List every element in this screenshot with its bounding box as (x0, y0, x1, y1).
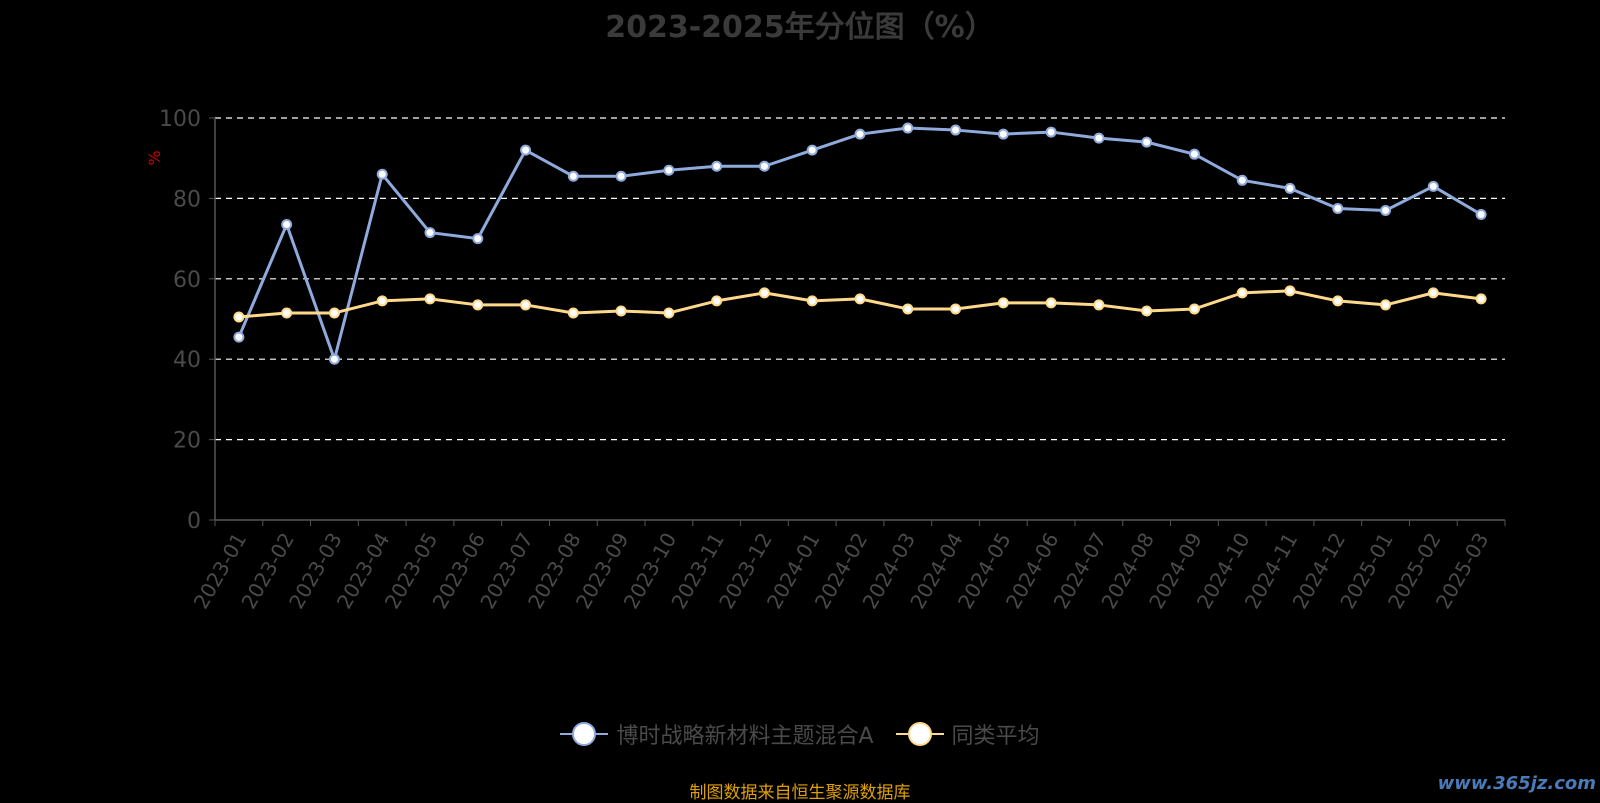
data-point-1 (1427, 287, 1439, 299)
legend-item-fund[interactable]: 博时战略新材料主题混合A (560, 718, 874, 750)
data-point-0 (233, 331, 245, 343)
data-point-0 (950, 124, 962, 136)
data-point-1 (711, 295, 723, 307)
data-point-1 (854, 293, 866, 305)
data-point-0 (902, 122, 914, 134)
data-point-0 (1093, 132, 1105, 144)
data-point-1 (1475, 293, 1487, 305)
y-tick-label: 100 (159, 107, 201, 132)
data-source-note: 制图数据来自恒生聚源数据库 (689, 783, 911, 803)
data-point-1 (1093, 299, 1105, 311)
data-point-0 (281, 219, 293, 231)
data-point-1 (1332, 295, 1344, 307)
data-point-0 (1332, 202, 1344, 214)
legend-item-average[interactable]: 同类平均 (895, 718, 1040, 750)
data-point-1 (615, 305, 627, 317)
data-point-0 (1427, 180, 1439, 192)
data-point-0 (1188, 148, 1200, 160)
data-point-0 (615, 170, 627, 182)
data-point-0 (806, 144, 818, 156)
data-point-1 (1141, 305, 1153, 317)
data-point-0 (472, 233, 484, 245)
data-point-1 (376, 295, 388, 307)
data-point-1 (1284, 285, 1296, 297)
y-axis-label: % (145, 150, 164, 165)
data-point-1 (758, 287, 770, 299)
y-tick-label: 80 (173, 187, 201, 212)
legend-label-average: 同类平均 (951, 724, 1040, 749)
y-tick-label: 40 (173, 348, 201, 373)
data-point-1 (567, 307, 579, 319)
data-point-1 (1188, 303, 1200, 315)
data-point-1 (328, 307, 340, 319)
y-tick-label: 60 (173, 268, 201, 293)
data-point-1 (663, 307, 675, 319)
series-line-0 (237, 126, 1482, 361)
data-point-1 (281, 307, 293, 319)
data-point-1 (424, 293, 436, 305)
data-point-0 (1380, 204, 1392, 216)
data-point-1 (520, 299, 532, 311)
legend-label-fund: 博时战略新材料主题混合A (616, 724, 874, 749)
data-point-0 (376, 168, 388, 180)
legend-marker-average (895, 721, 944, 747)
data-point-1 (1045, 297, 1057, 309)
data-point-0 (663, 164, 675, 176)
legend: 博时战略新材料主题混合A 同类平均 (0, 718, 1600, 750)
data-point-0 (854, 128, 866, 140)
legend-marker-fund (560, 721, 609, 747)
data-point-1 (233, 311, 245, 323)
y-tick-label: 0 (187, 509, 201, 534)
data-point-0 (1284, 182, 1296, 194)
data-point-1 (950, 303, 962, 315)
data-point-1 (472, 299, 484, 311)
data-point-0 (997, 128, 1009, 140)
data-point-1 (806, 295, 818, 307)
data-point-0 (1236, 174, 1248, 186)
data-point-0 (520, 144, 532, 156)
data-point-0 (567, 170, 579, 182)
data-point-0 (758, 160, 770, 172)
data-point-1 (1236, 287, 1248, 299)
data-point-0 (1045, 126, 1057, 138)
watermark: www.365jz.com (1437, 773, 1596, 794)
data-point-0 (328, 353, 340, 365)
data-point-0 (424, 227, 436, 239)
data-point-1 (902, 303, 914, 315)
data-point-0 (1475, 208, 1487, 220)
data-point-0 (711, 160, 723, 172)
data-point-1 (997, 297, 1009, 309)
data-point-1 (1380, 299, 1392, 311)
y-tick-label: 20 (173, 429, 201, 454)
chart-title: 2023-2025年分位图（%） (605, 10, 995, 45)
data-point-0 (1141, 136, 1153, 148)
